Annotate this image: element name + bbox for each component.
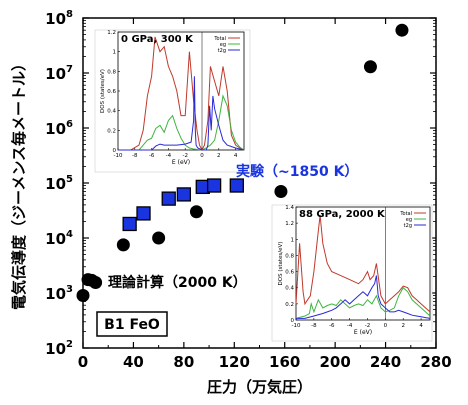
inset-title: 88 GPa, 2000 K [299, 209, 386, 220]
inset-x-tick-label: -2 [182, 153, 187, 159]
theory-label: 理論計算（2000 K） [108, 274, 247, 291]
inset-title: 0 GPa, 300 K [121, 34, 194, 45]
sample-label: B1 FeO [104, 317, 160, 333]
x-tick-label: 120 [219, 353, 250, 371]
inset-x-tick-label: -4 [166, 153, 172, 159]
inset-x-tick-label: -2 [365, 323, 370, 329]
theory-point [395, 23, 409, 37]
dos-curve-Total [295, 215, 431, 313]
inset-background [94, 29, 251, 173]
x-tick-label: 160 [269, 353, 300, 371]
dos-curve-Total [118, 36, 245, 152]
experiment-point [206, 178, 222, 193]
theory-point [363, 60, 377, 74]
sample-label-box [96, 311, 168, 337]
inset-y-tick-label: 0.8 [285, 253, 294, 259]
theory-point [189, 205, 203, 219]
theory-point [274, 185, 288, 199]
inset-x-axis-title: E (eV) [172, 159, 190, 166]
inset-x-tick-label: 4 [234, 153, 238, 159]
y-tick-label: 108 [45, 9, 73, 28]
inset-y-tick-label: 1.2 [285, 221, 294, 227]
inset-y-axis-title: DOS (states/eV) [100, 69, 106, 113]
inset-y-tick-label: 1.2 [107, 30, 116, 36]
inset-y-tick-label: 1.4 [285, 205, 294, 211]
inset-legend-label: eg [220, 42, 226, 48]
inset-x-tick-label: -6 [149, 153, 155, 159]
inset-y-tick-label: 0.4 [285, 286, 294, 292]
labels-group: 圧力（万気圧） 電気伝導度（ジーメンス毎メートル） 理論計算（2000 K） 実験（~… [10, 56, 358, 396]
y-tick-label: 103 [45, 284, 73, 303]
inset-legend-label: Total [399, 211, 412, 217]
experiment-point [136, 206, 151, 221]
axes-group: 0 40 80 120 160 200 240 28010210310410510610710… [45, 9, 452, 371]
inset-frame [295, 206, 431, 321]
inset-y-tick-label: 0.6 [107, 89, 116, 95]
inset-y-tick-label: 0.2 [285, 302, 294, 308]
inset-x-tick-label: 2 [401, 323, 405, 329]
inset-legend-label: t2g [218, 48, 226, 54]
y-axis-title: 電気伝導度（ジーメンス毎メートル） [10, 56, 28, 310]
x-tick-label: 240 [370, 353, 401, 371]
x-tick-label: 80 [173, 353, 194, 371]
y-tick-label: 107 [45, 64, 73, 83]
y-tick-label: 102 [45, 339, 73, 358]
x-tick-label: 200 [319, 353, 350, 371]
theory-point [76, 289, 90, 303]
x-tick-label: 280 [420, 353, 451, 371]
x-tick-label: 0 [78, 353, 88, 371]
inset-x-tick-label: 0 [384, 323, 388, 329]
dos-curve-eg [295, 286, 431, 319]
inset-x-axis-title: E (eV) [354, 329, 372, 336]
inset-y-tick-label: 0.4 [107, 109, 116, 115]
inset-x-tick-label: -4 [347, 323, 353, 329]
inset-chart-high-pressure: -10 -8 -6 -4 -2 0 2 4 0 0.2 0.4 0.6 0.8 1 1.2 1.4 E (eV)… [271, 204, 433, 342]
inset-x-tick-label: -10 [292, 323, 301, 329]
marks-group [76, 23, 409, 303]
inset-x-tick-label: -10 [114, 153, 123, 159]
inset-y-axis-title: DOS (states/eV) [278, 242, 284, 286]
theory-point [152, 231, 166, 245]
experiment-point [122, 216, 137, 232]
inset-y-tick-label: 0 [113, 148, 117, 154]
dos-curve-t2g [296, 275, 431, 319]
y-tick-label: 105 [45, 174, 73, 193]
experiment-point [176, 187, 192, 202]
inset-y-tick-label: 1 [291, 237, 295, 243]
x-axis-title: 圧力（万気圧） [207, 378, 312, 396]
inset-y-tick-label: 1 [113, 50, 117, 56]
inset-y-tick-label: 0 [291, 318, 295, 324]
inset-chart-low-pressure: -10 -8 -6 -4 -2 0 2 4 0 0.2 0.4 0.6 0.8 1 1.2 E (eV) DOS… [94, 29, 251, 173]
inset-y-tick-label: 0.8 [107, 69, 116, 75]
inset-x-tick-label: 2 [217, 153, 221, 159]
theory-point [89, 276, 103, 290]
x-tick-label: 40 [123, 353, 144, 371]
inset-x-tick-label: -8 [311, 323, 317, 329]
experiment-label: 実験（~1850 K） [236, 163, 358, 180]
y-tick-label: 106 [45, 119, 73, 138]
dos-curve-eg [118, 94, 245, 151]
theory-point [116, 238, 130, 252]
y-tick-label: 104 [45, 229, 73, 248]
inset-x-tick-label: 4 [419, 323, 423, 329]
dos-curve-t2g [118, 76, 245, 151]
inset-legend-label: Total [213, 36, 226, 42]
inset-y-tick-label: 0.6 [285, 270, 294, 276]
experiment-point [161, 191, 176, 206]
inset-y-tick-label: 0.2 [107, 128, 116, 134]
inset-x-tick-label: -6 [329, 323, 335, 329]
experiment-point [229, 178, 244, 193]
inset-legend-label: eg [406, 217, 412, 223]
inset-x-tick-label: -8 [132, 153, 138, 159]
inset-x-tick-label: 0 [200, 153, 204, 159]
inset-legend-label: t2g [404, 223, 412, 229]
